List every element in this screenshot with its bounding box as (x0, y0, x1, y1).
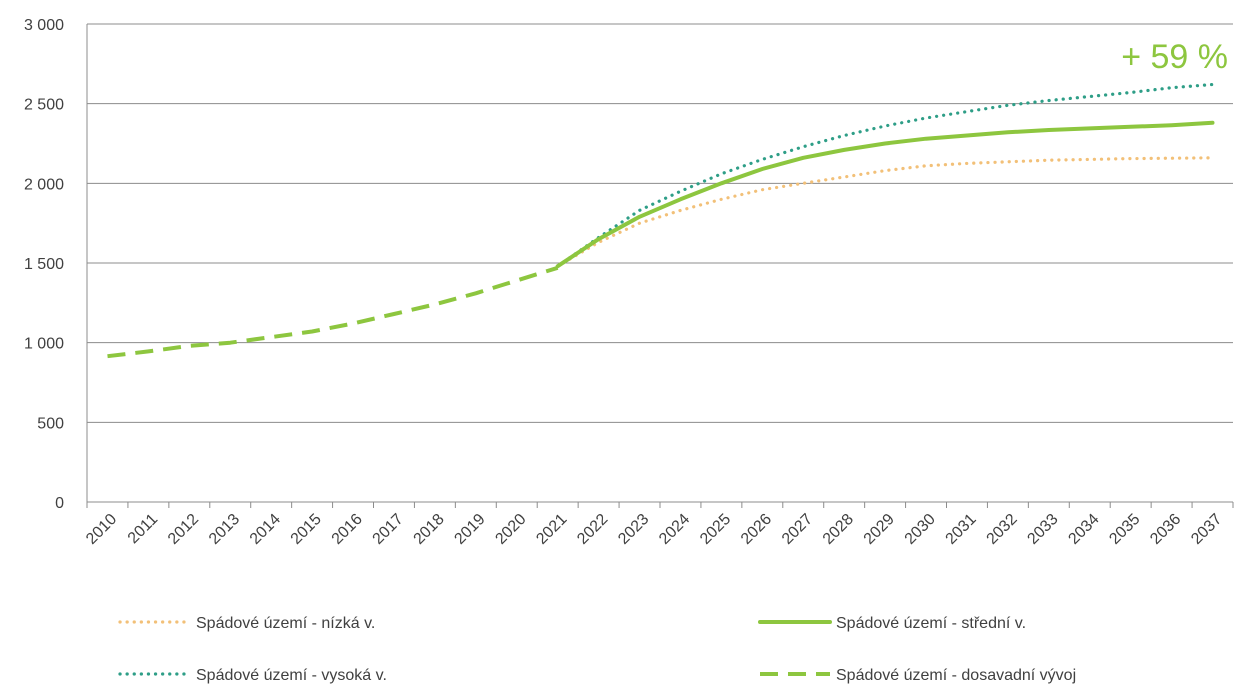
x-tick-label: 2025 (697, 511, 734, 548)
x-axis: 2010 2011 2012 2013 2014 2015 2016 2017 2018 2019… (83, 24, 1234, 548)
legend-label: Spádové území - dosavadní vývoj (836, 667, 1076, 684)
series-line (556, 82, 1215, 268)
x-tick-label: 2012 (165, 511, 202, 548)
series-line (555, 120, 1215, 269)
x-tick-label: 2037 (1188, 511, 1225, 548)
y-tick-label: 500 (37, 415, 64, 432)
gridlines (87, 23, 1233, 503)
x-tick-label: 2029 (861, 511, 898, 548)
x-tick-label: 2019 (451, 511, 488, 548)
x-tick-label: 2033 (1024, 511, 1061, 548)
x-tick-label: 2011 (125, 511, 161, 547)
legend: Spádové území - nízká v. Spádové území - … (118, 615, 1076, 684)
x-tick-label: 2032 (984, 511, 1021, 548)
growth-annotation: + 59 % (1121, 38, 1228, 76)
y-tick-label: 3 000 (24, 17, 64, 34)
y-tick-label: 0 (55, 495, 64, 512)
x-tick-label: 2035 (1106, 511, 1143, 548)
x-tick-label: 2031 (943, 511, 980, 548)
x-tick-label: 2036 (1147, 511, 1184, 548)
x-tick-label: 2020 (492, 511, 529, 548)
x-tick-label: 2027 (779, 511, 816, 548)
y-axis-tick-labels: 0 500 1 000 1 500 2 000 2 500 3 000 (24, 17, 64, 512)
y-tick-label: 2 000 (24, 176, 64, 193)
y-tick-label: 1 000 (24, 336, 64, 353)
x-tick-label: 2030 (902, 511, 939, 548)
x-tick-label: 2026 (738, 511, 775, 548)
x-tick-label: 2017 (370, 511, 407, 548)
y-tick-label: 1 500 (24, 256, 64, 273)
x-tick-label: 2015 (288, 511, 325, 548)
series-lines (107, 82, 1215, 359)
x-tick-label: 2010 (83, 511, 120, 548)
legend-label: Spádové území - nízká v. (196, 615, 375, 632)
x-tick-label: 2016 (329, 511, 366, 548)
series-line (107, 265, 559, 359)
x-tick-label: 2024 (656, 511, 693, 548)
x-tick-label: 2022 (574, 511, 611, 548)
x-tick-label: 2023 (615, 511, 652, 548)
x-tick-label: 2018 (411, 511, 448, 548)
x-tick-label: 2013 (206, 511, 243, 548)
y-tick-label: 2 500 (24, 97, 64, 114)
legend-label: Spádové území - vysoká v. (196, 667, 387, 684)
legend-label: Spádové území - střední v. (836, 615, 1026, 632)
series-line (556, 156, 1215, 268)
x-tick-label: 2021 (533, 511, 570, 548)
x-tick-label: 2028 (820, 511, 857, 548)
x-tick-label: 2014 (247, 511, 284, 548)
x-tick-label: 2034 (1065, 511, 1102, 548)
